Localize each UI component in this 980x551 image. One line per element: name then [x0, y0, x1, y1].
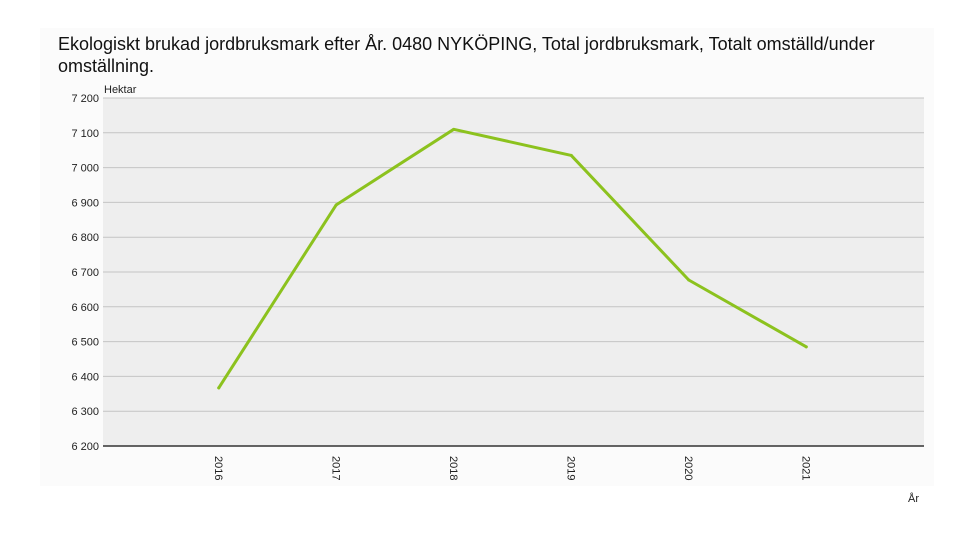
x-tick-label: 2021 [799, 456, 811, 480]
data-point [334, 203, 338, 207]
y-tick-label: 6 700 [71, 267, 99, 279]
chart-title: Ekologiskt brukad jordbruksmark efter År… [58, 34, 875, 76]
y-tick-label: 6 200 [71, 441, 99, 453]
y-tick-label: 7 000 [71, 163, 99, 175]
y-tick-label: 6 300 [71, 406, 99, 418]
data-point [217, 386, 221, 390]
x-tick-label: 2016 [212, 456, 224, 480]
x-tick-label: 2018 [447, 456, 459, 480]
grid-lines [103, 97, 924, 412]
y-tick-label: 6 800 [71, 232, 99, 244]
y-axis-label: Hektar [104, 84, 137, 96]
x-tick-label: 2020 [682, 456, 694, 480]
x-tick-label: 2017 [329, 456, 341, 480]
series-layer [217, 127, 808, 390]
data-point [569, 153, 573, 157]
y-tick-label: 6 500 [71, 337, 99, 349]
data-point [804, 345, 808, 349]
y-tick-label: 6 400 [71, 371, 99, 383]
y-tick-labels: 6 200 6 300 6 400 6 500 6 600 6 700 6 800 6 900… [71, 93, 99, 453]
y-tick-label: 7 200 [71, 93, 99, 105]
data-point [687, 278, 691, 282]
x-axis-label: År [908, 492, 919, 505]
x-tick-labels: 2016 2017 2018 2019 2020 2021 [212, 456, 812, 480]
y-tick-label: 6 600 [71, 302, 99, 314]
x-tick-label: 2019 [564, 456, 576, 480]
y-tick-label: 7 100 [71, 128, 99, 140]
y-tick-label: 6 900 [71, 197, 99, 209]
series-line [217, 127, 808, 390]
data-point [452, 127, 456, 131]
